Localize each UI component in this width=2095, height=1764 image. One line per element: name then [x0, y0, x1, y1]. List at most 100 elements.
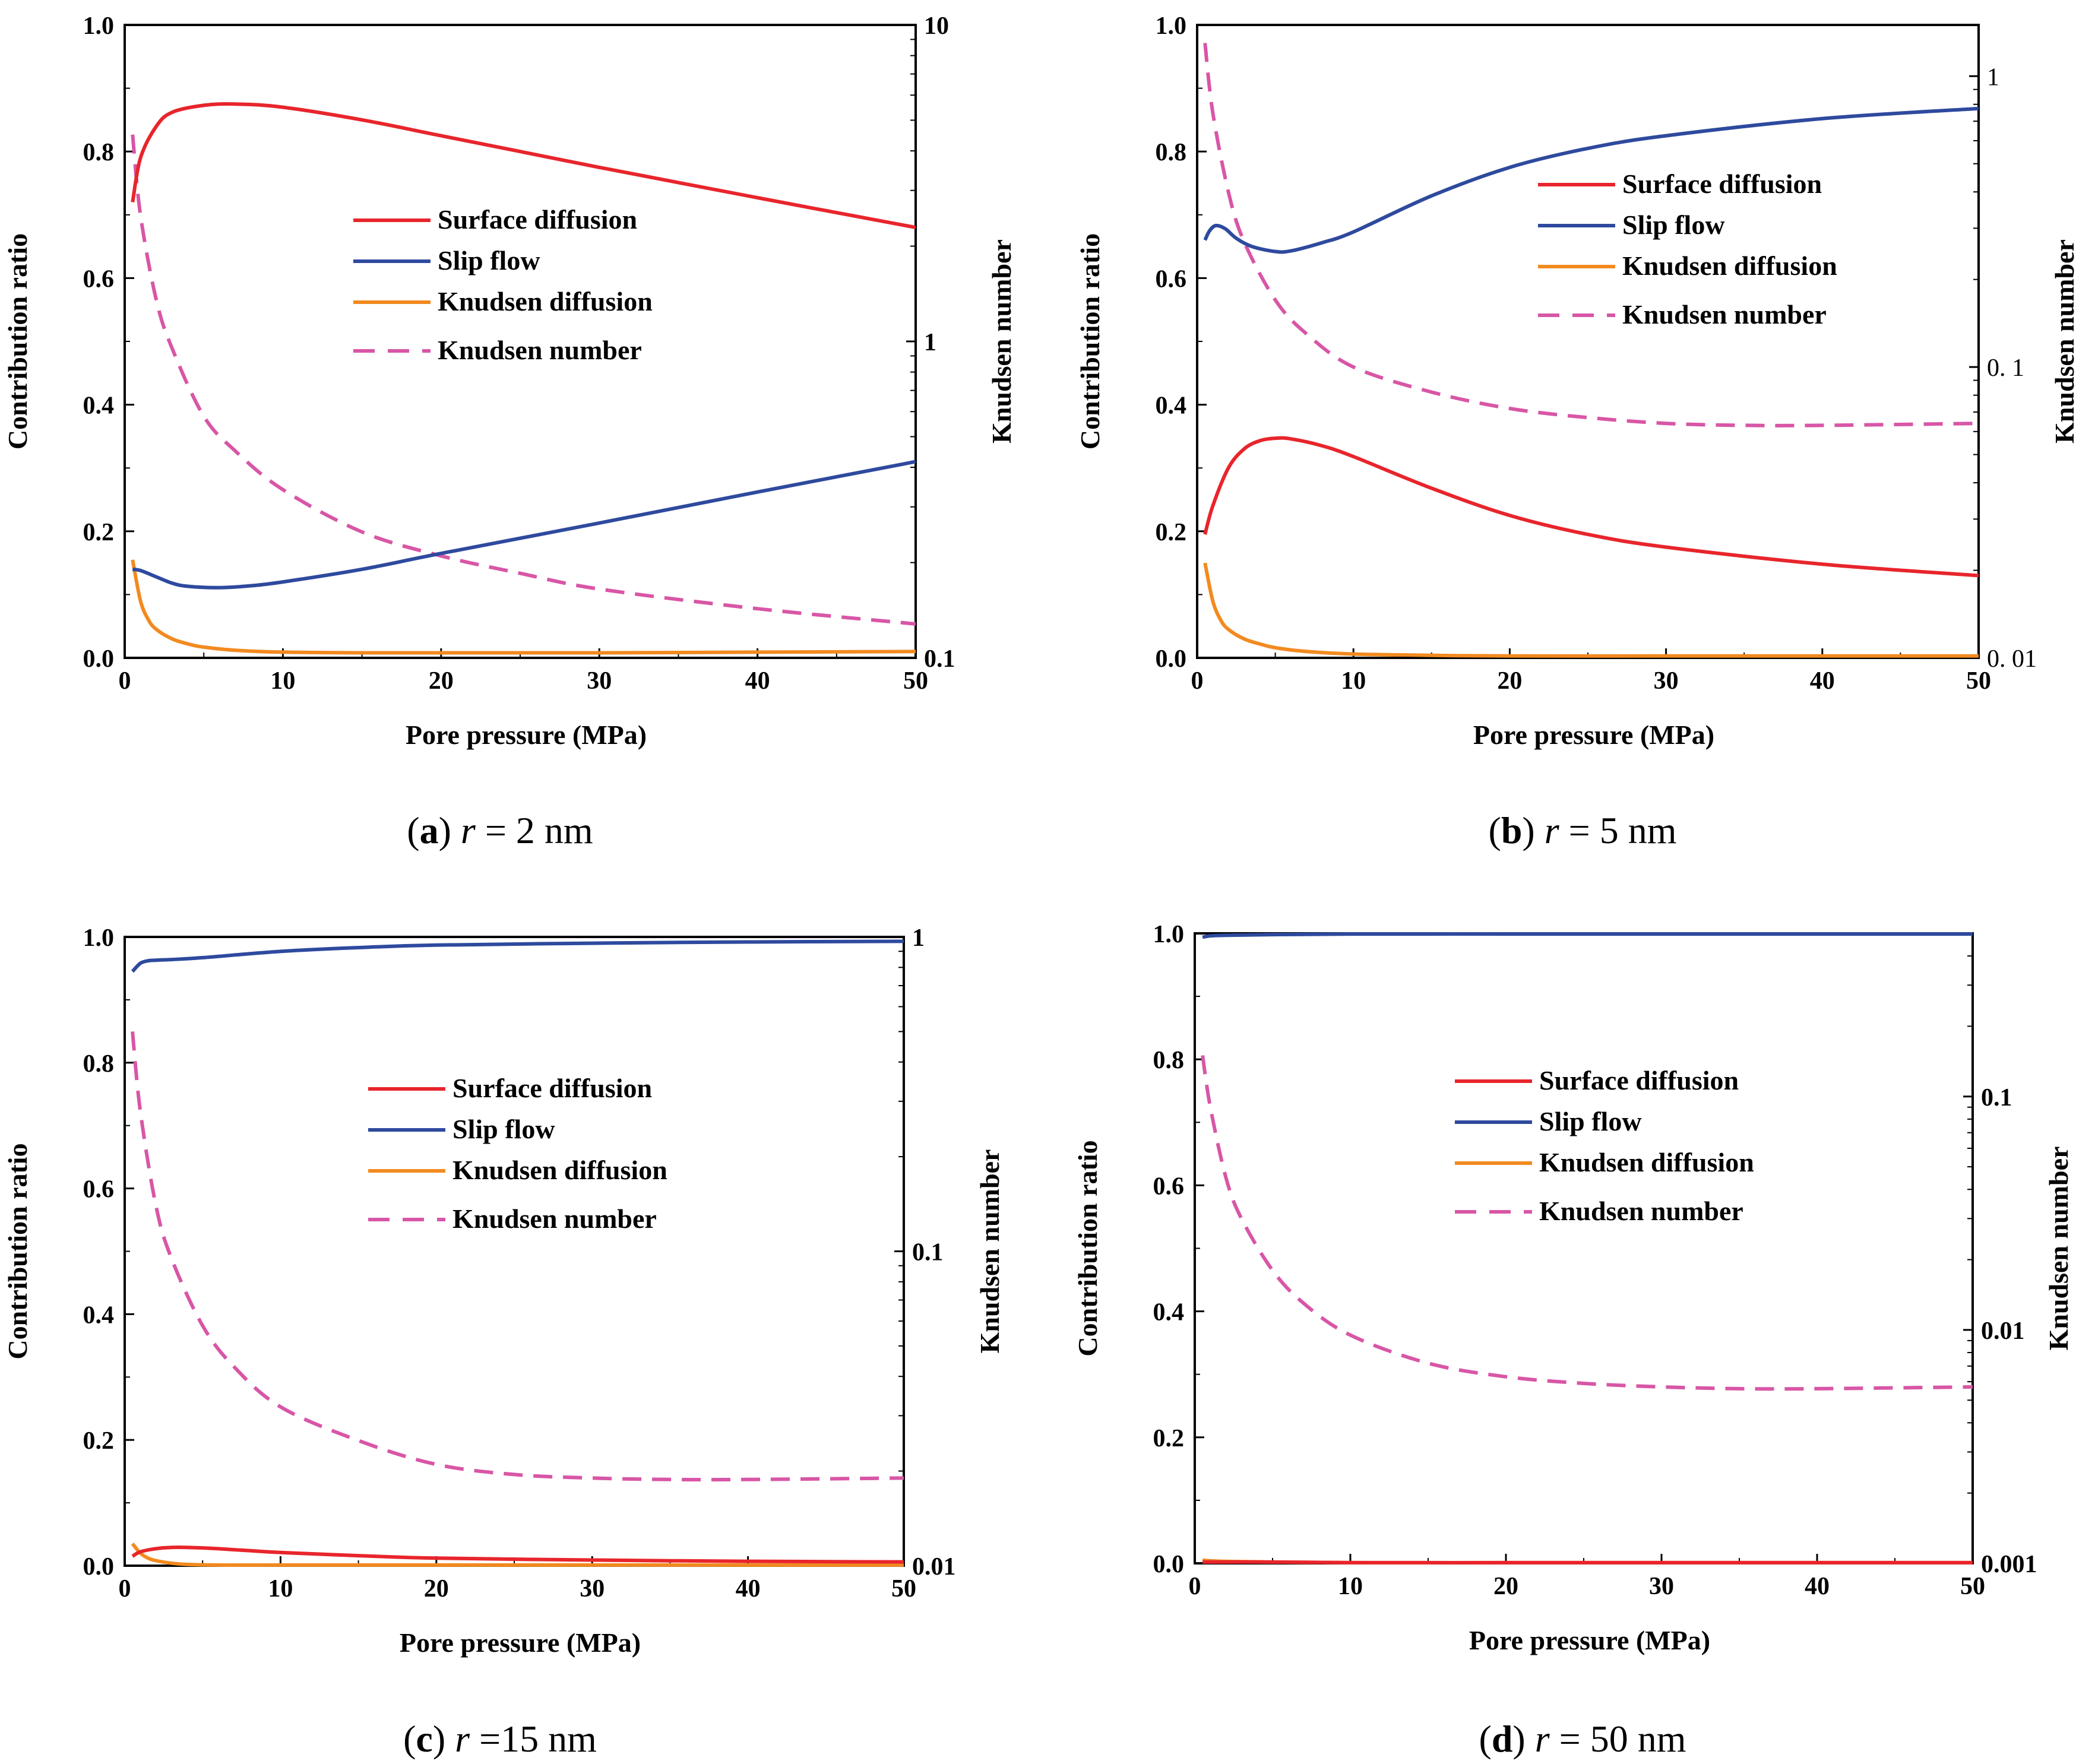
- y-axis-title: Contribution ratio: [1072, 1140, 1103, 1356]
- x-tick-label: 10: [1341, 667, 1366, 695]
- caption-letter: c: [416, 1718, 432, 1760]
- panel-b: 0 10 20 30 40 50 0.0 0.2 0.4 0.6 0.8 1.0 0. 01 0. 1 1 P…: [1075, 12, 2080, 851]
- x-tick-label: 10: [268, 1575, 293, 1603]
- legend: Surface diffusion Slip flow Knudsen diffus…: [368, 1073, 667, 1234]
- x-tick-label: 20: [1497, 667, 1522, 695]
- x-tick-label: 30: [1654, 667, 1679, 695]
- y-tick-label: 0.6: [83, 265, 115, 293]
- series-line-knudsen-number: [1201, 1055, 1973, 1391]
- legend-label-surface-diffusion: Surface diffusion: [1539, 1065, 1739, 1095]
- x-tick-label: 0: [119, 1575, 131, 1603]
- x-tick-label: 20: [424, 1575, 449, 1603]
- caption-variable: r: [461, 809, 476, 851]
- caption-open-paren: (: [407, 809, 419, 851]
- x-tick-label: 0: [1189, 1573, 1201, 1600]
- caption-open-paren: (: [1489, 809, 1501, 851]
- x-tick-label: 50: [903, 667, 928, 695]
- legend-label-slip-flow: Slip flow: [1622, 210, 1725, 240]
- legend-label-slip-flow: Slip flow: [438, 245, 540, 275]
- legend-label-knudsen-number: Knudsen number: [452, 1204, 657, 1234]
- y2-tick-label: 0. 1: [1987, 354, 2024, 382]
- x-tick-label: 20: [1493, 1573, 1518, 1600]
- y2-tick-label: 0.01: [912, 1553, 956, 1581]
- y-tick-label: 0.2: [1156, 519, 1187, 546]
- caption-text: =15 nm: [470, 1718, 597, 1760]
- y2-tick-label: 0.1: [1981, 1084, 2012, 1111]
- y2-tick-label: 1: [1987, 64, 1999, 91]
- y2-axis-title: Knudsen number: [974, 1149, 1005, 1354]
- series-line-slip-flow: [131, 939, 904, 973]
- legend-label-surface-diffusion: Surface diffusion: [452, 1073, 652, 1103]
- series-line-slip-flow: [132, 460, 916, 590]
- legend: Surface diffusion Slip flow Knudsen diffus…: [1455, 1065, 1754, 1226]
- x-tick-label: 40: [1810, 667, 1835, 695]
- y2-tick-label: 0.1: [912, 1239, 944, 1266]
- panel-caption: (a) r = 2 nm: [407, 809, 593, 851]
- series-group: [1201, 932, 1973, 1565]
- caption-letter: a: [420, 809, 439, 851]
- x-tick-label: 50: [1966, 667, 1991, 695]
- legend-label-surface-diffusion: Surface diffusion: [438, 204, 637, 235]
- x-tick-label: 30: [580, 1575, 605, 1603]
- caption-close-paren: ): [433, 1718, 455, 1760]
- y-tick-label: 0.0: [83, 645, 115, 673]
- series-line-knudsen-diffusion: [1203, 562, 1979, 658]
- panel-caption: (c) r =15 nm: [403, 1718, 597, 1760]
- y-tick-label: 0.4: [1156, 392, 1187, 420]
- x-tick-label: 0: [1191, 667, 1204, 695]
- y-tick-label: 1.0: [83, 924, 115, 952]
- legend-label-slip-flow: Slip flow: [452, 1114, 555, 1144]
- y-axis-title: Contribution ratio: [2, 1143, 33, 1359]
- series-line-slip-flow: [1203, 106, 1979, 254]
- x-tick-label: 50: [891, 1575, 916, 1603]
- y2-tick-label: 1: [912, 924, 925, 952]
- panel-d: 0 10 20 30 40 50 0.0 0.2 0.4 0.6 0.8 1.0 0.001 0.01 0.…: [1072, 921, 2074, 1760]
- y-axis-title: Contribution ratio: [2, 233, 33, 449]
- series-line-surface-diffusion: [131, 1546, 904, 1564]
- caption-close-paren: ): [439, 809, 461, 851]
- x-axis-title: Pore pressure (MPa): [1469, 1625, 1710, 1655]
- y-tick-label: 0.2: [83, 519, 115, 546]
- legend-label-knudsen-diffusion: Knudsen diffusion: [1622, 251, 1837, 281]
- series-group: [131, 939, 904, 1567]
- series-line-knudsen-diffusion: [131, 1543, 904, 1567]
- x-tick-label: 10: [1338, 1573, 1363, 1600]
- y-axis-title: Contribution ratio: [1075, 233, 1105, 449]
- legend-label-knudsen-diffusion: Knudsen diffusion: [438, 286, 653, 316]
- legend-label-knudsen-number: Knudsen number: [1539, 1196, 1743, 1226]
- y-tick-label: 0.2: [83, 1427, 115, 1455]
- y-tick-label: 1.0: [1156, 12, 1187, 40]
- legend-label-knudsen-number: Knudsen number: [438, 335, 642, 365]
- legend-label-knudsen-diffusion: Knudsen diffusion: [1539, 1147, 1754, 1177]
- caption-variable: r: [455, 1718, 470, 1760]
- panel-caption: (b) r = 5 nm: [1489, 809, 1677, 851]
- x-tick-label: 50: [1960, 1573, 1985, 1600]
- x-tick-label: 10: [270, 667, 295, 695]
- y-tick-label: 0.0: [83, 1553, 115, 1581]
- x-axis-title: Pore pressure (MPa): [1473, 720, 1714, 750]
- plot-frame: [1194, 932, 1974, 1565]
- x-tick-label: 0: [119, 667, 131, 695]
- caption-text: = 2 nm: [476, 809, 593, 851]
- y-tick-label: 1.0: [1153, 921, 1185, 948]
- legend: Surface diffusion Slip flow Knudsen diffus…: [353, 204, 653, 365]
- x-tick-label: 20: [429, 667, 454, 695]
- series-line-surface-diffusion: [1203, 436, 1979, 578]
- caption-text: = 50 nm: [1550, 1718, 1686, 1760]
- y2-axis-title: Knudsen number: [2049, 239, 2080, 444]
- series-group: [131, 102, 916, 655]
- y-tick-label: 0.4: [1153, 1299, 1185, 1326]
- caption-close-paren: ): [1522, 809, 1544, 851]
- series-line-knudsen-number: [1203, 43, 1979, 427]
- y-tick-label: 0.6: [1156, 265, 1187, 293]
- y-tick-label: 0.8: [1156, 139, 1187, 166]
- y2-tick-label: 0.001: [1981, 1551, 2037, 1578]
- series-group: [1203, 43, 1979, 658]
- legend-label-knudsen-diffusion: Knudsen diffusion: [452, 1155, 667, 1185]
- plot-frame: [124, 936, 905, 1567]
- legend: Surface diffusion Slip flow Knudsen diffus…: [1538, 169, 1837, 330]
- caption-letter: d: [1492, 1718, 1513, 1760]
- x-tick-label: 30: [1649, 1573, 1674, 1600]
- caption-open-paren: (: [1479, 1718, 1492, 1760]
